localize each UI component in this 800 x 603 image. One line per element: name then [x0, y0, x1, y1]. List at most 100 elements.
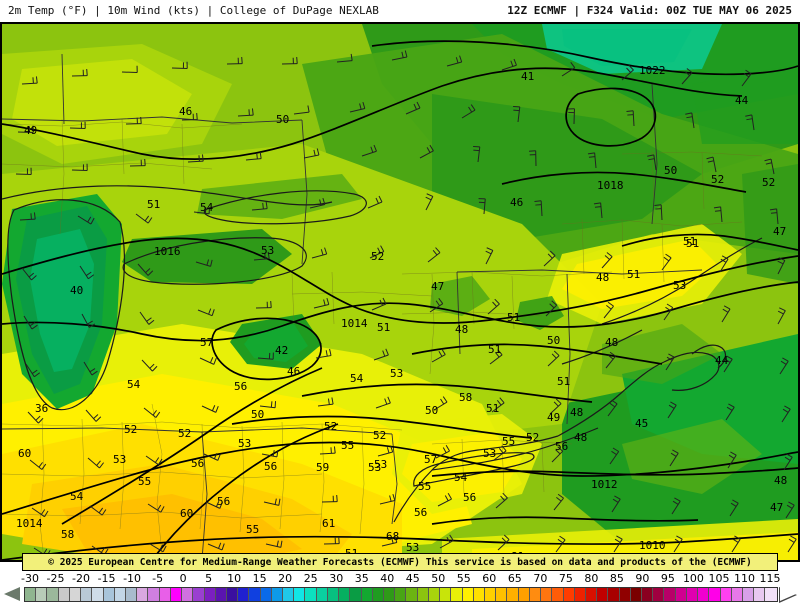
color-scale-swatch — [170, 588, 183, 601]
color-scale-swatch — [92, 588, 104, 601]
color-scale-tick: 40 — [380, 572, 395, 585]
color-scale-swatch — [204, 588, 216, 601]
weather-map-canvas[interactable]: 49 46 50 41 1022 44 54 46 50 52 1018 51 1016 40 53 52 47… — [0, 22, 800, 562]
color-scale-swatch — [125, 588, 138, 601]
color-scale-tick: 35 — [354, 572, 369, 585]
color-scale-tick: 55 — [456, 572, 471, 585]
color-scale-swatch — [451, 588, 463, 601]
color-scale-swatch — [294, 588, 306, 601]
color-scale-swatch — [664, 588, 676, 601]
color-scale-swatch — [103, 588, 115, 601]
color-scale-tick: 90 — [635, 572, 650, 585]
color-scale-tick: 5 — [205, 572, 213, 585]
color-scale-swatch — [698, 588, 710, 601]
color-scale-tick: 30 — [329, 572, 344, 585]
color-scale-swatch — [339, 588, 351, 601]
color-scale-swatch — [137, 588, 149, 601]
color-scale-tick: 110 — [733, 572, 755, 585]
color-scale-swatch — [552, 588, 564, 601]
color-scale-swatch — [193, 588, 205, 601]
color-scale-tick: 45 — [405, 572, 420, 585]
color-scale-swatch — [81, 588, 93, 601]
color-scale-tick: 50 — [431, 572, 446, 585]
color-scale-tick: -30 — [21, 572, 39, 585]
color-scale-bar — [0, 587, 800, 603]
color-scale-swatch — [271, 588, 284, 601]
color-scale-tick: -5 — [152, 572, 164, 585]
scale-left-arrow — [4, 587, 20, 601]
temperature-color-scale: -30 -25 -20 -15 -10 -5 0 5 10 15 20 25 30 35 40 45 50 55 6… — [0, 572, 800, 603]
color-scale-swatch — [283, 588, 295, 601]
color-scale-swatch — [260, 588, 272, 601]
color-scale-swatch — [69, 588, 82, 601]
color-scale-swatch — [563, 588, 575, 601]
color-scale-swatch — [473, 588, 485, 601]
color-scale-tick-labels: -30 -25 -20 -15 -10 -5 0 5 10 15 20 25 30 35 40 45 50 55 6… — [0, 572, 800, 586]
color-scale-tick: 95 — [660, 572, 675, 585]
ecmwf-attribution-bar: © 2025 European Centre for Medium-Range … — [22, 553, 778, 571]
color-scale-swatch — [642, 588, 654, 601]
header-bar: 2m Temp (°F) | 10m Wind (kts) | College … — [0, 0, 800, 22]
color-scale-swatch — [148, 588, 160, 601]
color-scale-swatch — [709, 588, 721, 601]
map-graphics — [2, 24, 798, 560]
attribution-text: © 2025 European Centre for Medium-Range … — [48, 556, 752, 568]
scale-right-arrow — [780, 587, 796, 601]
color-scale-tick: 15 — [252, 572, 267, 585]
color-scale-swatch — [58, 588, 70, 601]
color-scale-swatch — [686, 588, 699, 601]
color-scale-swatch — [327, 588, 340, 601]
color-scale-tick: 115 — [759, 572, 781, 585]
color-scale-swatch — [215, 588, 227, 601]
color-scale-tick: 60 — [482, 572, 497, 585]
color-scale-tick: -25 — [46, 572, 65, 585]
color-scale-swatch — [541, 588, 553, 601]
color-scale-swatch — [484, 588, 497, 601]
color-scale-tick: 10 — [227, 572, 242, 585]
header-right-model-info: 12Z ECMWF | F324 Valid: 00Z TUE MAY 06 2… — [507, 4, 792, 17]
color-scale-swatch — [249, 588, 261, 601]
color-scale-swatch — [36, 588, 48, 601]
color-scale-swatch — [226, 588, 239, 601]
color-scale-swatch — [675, 588, 687, 601]
color-scale-tick: 0 — [179, 572, 187, 585]
color-scale-swatch — [720, 588, 732, 601]
color-scale-swatch — [406, 588, 418, 601]
color-scale-swatch — [585, 588, 598, 601]
color-scale-swatch — [529, 588, 542, 601]
color-scale-swatch — [238, 588, 250, 601]
color-scale-tick: 100 — [682, 572, 704, 585]
color-scale-swatch — [372, 588, 384, 601]
color-scale-swatch — [765, 588, 777, 601]
color-scale-swatch — [608, 588, 620, 601]
color-scale-swatch — [316, 588, 328, 601]
color-scale-swatch — [384, 588, 396, 601]
color-scale-swatch — [350, 588, 362, 601]
color-scale-tick: -20 — [72, 572, 91, 585]
color-scale-tick: -10 — [123, 572, 142, 585]
color-scale-swatch — [743, 588, 755, 601]
color-scale-swatch — [25, 588, 37, 601]
color-scale-tick: 70 — [533, 572, 548, 585]
color-scale-swatch — [305, 588, 317, 601]
color-scale-tick: 80 — [584, 572, 599, 585]
color-scale-swatch — [395, 588, 407, 601]
color-scale-swatch — [462, 588, 474, 601]
color-scale-swatch — [630, 588, 643, 601]
color-scale-tick: -15 — [97, 572, 116, 585]
color-scale-swatch — [361, 588, 373, 601]
color-scale-swatch — [574, 588, 586, 601]
color-scale-swatch — [597, 588, 609, 601]
color-scale-swatch — [518, 588, 530, 601]
color-scale-swatch — [159, 588, 171, 601]
header-left-title: 2m Temp (°F) | 10m Wind (kts) | College … — [8, 4, 379, 17]
color-scale-swatch — [754, 588, 766, 601]
color-scale-tick: 105 — [708, 572, 730, 585]
color-scale-tick: 85 — [609, 572, 624, 585]
color-scale-swatch — [507, 588, 519, 601]
color-scale-swatch — [496, 588, 508, 601]
color-scale-swatch — [440, 588, 452, 601]
color-scale-tick: 25 — [303, 572, 318, 585]
color-scale-swatch — [731, 588, 743, 601]
